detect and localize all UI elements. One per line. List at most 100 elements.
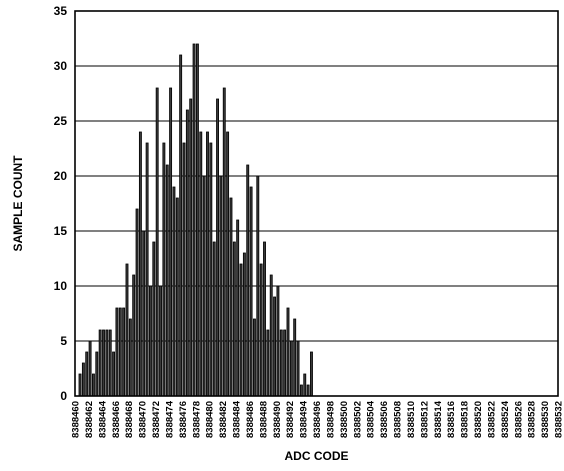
- x-tick-label: 8388488: [258, 401, 269, 438]
- histogram-bar: [173, 187, 175, 396]
- histogram-bar: [146, 143, 148, 396]
- x-tick-label: 8388466: [111, 401, 122, 438]
- histogram-bar: [180, 55, 182, 396]
- histogram-bar: [102, 330, 104, 396]
- histogram-bar: [86, 352, 88, 396]
- histogram-bar: [274, 297, 276, 396]
- histogram-bar: [294, 319, 296, 396]
- x-tick-label: 8388464: [97, 400, 108, 438]
- x-tick-label: 8388524: [500, 400, 511, 438]
- histogram-bar: [297, 341, 299, 396]
- histogram-bar: [213, 242, 215, 396]
- x-tick-label: 8388518: [460, 401, 471, 438]
- histogram-bar: [257, 176, 259, 396]
- x-axis-label: ADC CODE: [284, 449, 348, 463]
- histogram-bar: [310, 352, 312, 396]
- histogram-bar: [304, 374, 306, 396]
- x-tick-label: 8388490: [272, 401, 283, 438]
- histogram-bar: [243, 253, 245, 396]
- histogram-bar: [163, 143, 165, 396]
- histogram-bar: [156, 88, 158, 396]
- histogram-bar: [230, 198, 232, 396]
- histogram-bar: [166, 165, 168, 396]
- x-tick-label: 8388484: [232, 400, 243, 438]
- histogram-bar: [290, 341, 292, 396]
- x-tick-label: 8388512: [419, 401, 430, 438]
- x-tick-label: 8388526: [513, 401, 524, 438]
- y-tick-label: 0: [60, 389, 67, 403]
- histogram-bar: [284, 330, 286, 396]
- histogram-bar: [109, 330, 111, 396]
- histogram-bar: [250, 187, 252, 396]
- histogram-bar: [116, 308, 118, 396]
- histogram-bar: [220, 176, 222, 396]
- x-tick-label: 8388468: [124, 401, 135, 438]
- x-tick-label: 8388498: [325, 401, 336, 438]
- y-tick-label: 35: [54, 4, 68, 18]
- histogram-bar: [190, 99, 192, 396]
- histogram-bar: [240, 264, 242, 396]
- histogram-bar: [129, 319, 131, 396]
- x-tick-label: 8388532: [554, 401, 564, 438]
- x-tick-label: 8388486: [245, 401, 256, 438]
- x-tick-label: 8388494: [299, 400, 310, 438]
- histogram-bar: [206, 132, 208, 396]
- bars: [79, 44, 313, 396]
- histogram-bar: [139, 132, 141, 396]
- x-tick-label: 8388474: [164, 400, 175, 438]
- histogram-bar: [233, 242, 235, 396]
- x-tick-label: 8388462: [84, 401, 95, 438]
- x-tick-label: 8388516: [446, 401, 457, 438]
- x-tick-label: 8388522: [486, 401, 497, 438]
- x-tick-label: 8388480: [205, 401, 216, 438]
- histogram-bar: [106, 330, 108, 396]
- histogram-bar: [203, 176, 205, 396]
- histogram-bar: [143, 231, 145, 396]
- x-tick-label: 8388478: [191, 401, 202, 438]
- x-tick-label: 8388470: [138, 401, 149, 438]
- histogram-bar: [176, 198, 178, 396]
- histogram-bar: [133, 275, 135, 396]
- histogram-bar: [263, 242, 265, 396]
- y-tick-label: 15: [54, 224, 68, 238]
- histogram-bar: [260, 264, 262, 396]
- histogram-bar: [170, 88, 172, 396]
- x-tick-label: 8388528: [527, 401, 538, 438]
- histogram-bar: [149, 286, 151, 396]
- histogram-bar: [253, 319, 255, 396]
- x-tick-label: 8388502: [352, 401, 363, 438]
- histogram-bar: [267, 330, 269, 396]
- x-tick-label: 8388506: [379, 401, 390, 438]
- x-tick-label: 8388530: [540, 401, 551, 438]
- histogram-bar: [237, 220, 239, 396]
- histogram-bar: [287, 308, 289, 396]
- histogram-bar: [89, 341, 91, 396]
- x-tick-label: 8388520: [473, 401, 484, 438]
- y-axis-label: SAMPLE COUNT: [11, 155, 25, 252]
- histogram-bar: [113, 352, 115, 396]
- histogram-bar: [136, 209, 138, 396]
- histogram-bar: [79, 374, 81, 396]
- x-tick-label: 8388492: [285, 401, 296, 438]
- y-tick-label: 10: [54, 279, 68, 293]
- histogram-bar: [300, 385, 302, 396]
- histogram-bar: [123, 308, 125, 396]
- x-tick-label: 8388514: [433, 400, 444, 438]
- histogram-bar: [210, 143, 212, 396]
- histogram-bar: [119, 308, 121, 396]
- y-tick-label: 30: [54, 59, 68, 73]
- x-tick-label: 8388482: [218, 401, 229, 438]
- histogram-bar: [193, 44, 195, 396]
- histogram-bar: [270, 275, 272, 396]
- histogram-bar: [126, 264, 128, 396]
- histogram-bar: [196, 44, 198, 396]
- histogram-bar: [153, 242, 155, 396]
- x-tick-label: 8388508: [393, 401, 404, 438]
- x-tick-label: 8388496: [312, 401, 323, 438]
- histogram-bar: [159, 286, 161, 396]
- histogram-bar: [280, 330, 282, 396]
